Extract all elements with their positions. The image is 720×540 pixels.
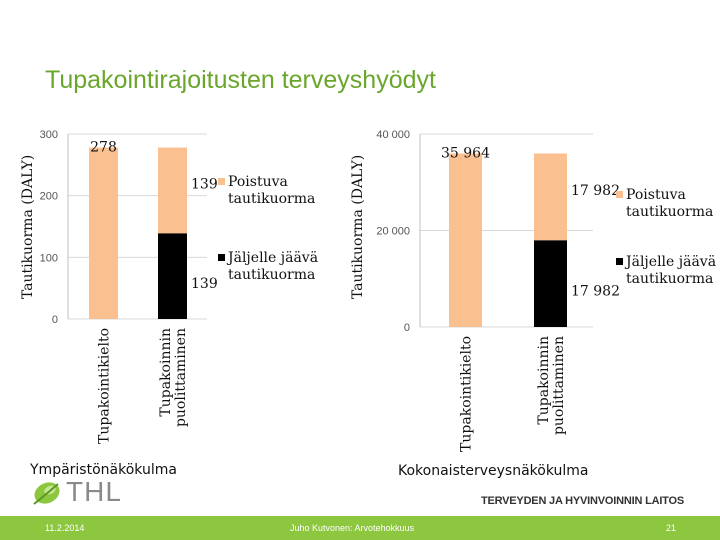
data-label: 35 964 — [441, 145, 490, 161]
footer-author: Juho Kutvonen: Arvotehokkuus — [290, 523, 415, 533]
svg-text:Tupakoinnin: Tupakoinnin — [158, 328, 174, 417]
y-tick-label: 20 000 — [376, 226, 410, 238]
caption-left: Ympäristönäkökulma — [30, 462, 177, 478]
legend-label: Poistuva tautikuorma — [626, 187, 713, 220]
category-labels: Tupakointikielto Tupakoinnin puolittaminen — [459, 336, 568, 452]
thl-leaf-icon — [33, 482, 60, 505]
svg-text:puolittaminen: puolittaminen — [551, 336, 567, 435]
bar-segment-jaljelle — [534, 240, 567, 327]
y-tick-label: 100 — [40, 252, 58, 264]
category-label: Tupakoinnin puolittaminen — [536, 336, 567, 435]
data-label: 278 — [90, 140, 117, 156]
bars — [449, 153, 567, 327]
y-tick-label: 300 — [40, 129, 58, 141]
organization-name: TERVEYDEN JA HYVINVOINNIN LAITOS — [480, 495, 684, 507]
bars — [89, 147, 187, 319]
data-label: 17 982 — [571, 183, 620, 199]
slide-title: Tupakointirajoitusten terveyshyödyt — [45, 66, 436, 94]
data-labels: 278 139 139 — [90, 140, 218, 293]
data-label: 17 982 — [571, 284, 620, 300]
gridlines — [419, 133, 593, 328]
page-number: 21 — [666, 523, 677, 533]
y-tick-label: 200 — [40, 191, 58, 203]
legend-label: Jäljelle jäävä tautikuorma — [226, 250, 318, 283]
category-labels: Tupakointikielto Tupakoinnin puolittaminen — [97, 328, 190, 444]
bar-segment-poistuva — [449, 153, 482, 327]
y-tick-label: 40 000 — [376, 129, 410, 141]
svg-text:Tupakointikielto: Tupakointikielto — [459, 336, 475, 452]
footer-date: 11.2.2014 — [45, 523, 85, 533]
y-axis-label: Tautikuorma (DALY) — [350, 155, 366, 299]
chart-total-health: Tautikuorma (DALY) 0 20 000 40 000 35 964 1… — [350, 129, 716, 452]
data-label: 139 — [191, 276, 218, 292]
category-label: Tupakointikielto — [97, 328, 113, 444]
legend-label: Jäljelle jäävä tautikuorma — [624, 254, 716, 287]
bar-segment-poistuva — [534, 153, 567, 241]
legend-label: Poistuva tautikuorma — [228, 174, 315, 207]
y-tick-label: 0 — [52, 314, 58, 326]
legend-swatch — [218, 178, 225, 185]
y-axis-label: Tautikuorma (DALY) — [20, 155, 36, 299]
footer-bar: 11.2.2014 Juho Kutvonen: Arvotehokkuus 2… — [0, 516, 720, 540]
svg-text:Tupakointikielto: Tupakointikielto — [97, 328, 113, 444]
legend: Poistuva tautikuorma Jäljelle jäävä tautiku… — [218, 174, 318, 283]
legend-swatch — [218, 254, 225, 261]
bar-segment-poistuva — [89, 147, 118, 319]
data-labels: 35 964 17 982 17 982 — [441, 145, 620, 299]
y-tick-labels: 0 20 000 40 000 — [376, 129, 410, 334]
y-tick-labels: 0 100 200 300 — [40, 129, 58, 326]
legend-swatch — [616, 191, 623, 198]
caption-right: Kokonaisterveysnäkökulma — [398, 463, 589, 479]
bar-segment-poistuva — [158, 147, 187, 234]
legend-swatch — [616, 258, 623, 265]
legend: Poistuva tautikuorma Jäljelle jäävä tautiku… — [616, 187, 716, 287]
category-label: Tupakoinnin puolittaminen — [158, 328, 189, 427]
data-label: 139 — [191, 176, 218, 192]
y-tick-label: 0 — [404, 322, 410, 334]
thl-logo-text: THL — [66, 476, 122, 507]
bar-segment-jaljelle — [158, 233, 187, 319]
svg-text:Tupakoinnin: Tupakoinnin — [536, 336, 552, 425]
category-label: Tupakointikielto — [459, 336, 475, 452]
svg-text:puolittaminen: puolittaminen — [173, 328, 189, 427]
